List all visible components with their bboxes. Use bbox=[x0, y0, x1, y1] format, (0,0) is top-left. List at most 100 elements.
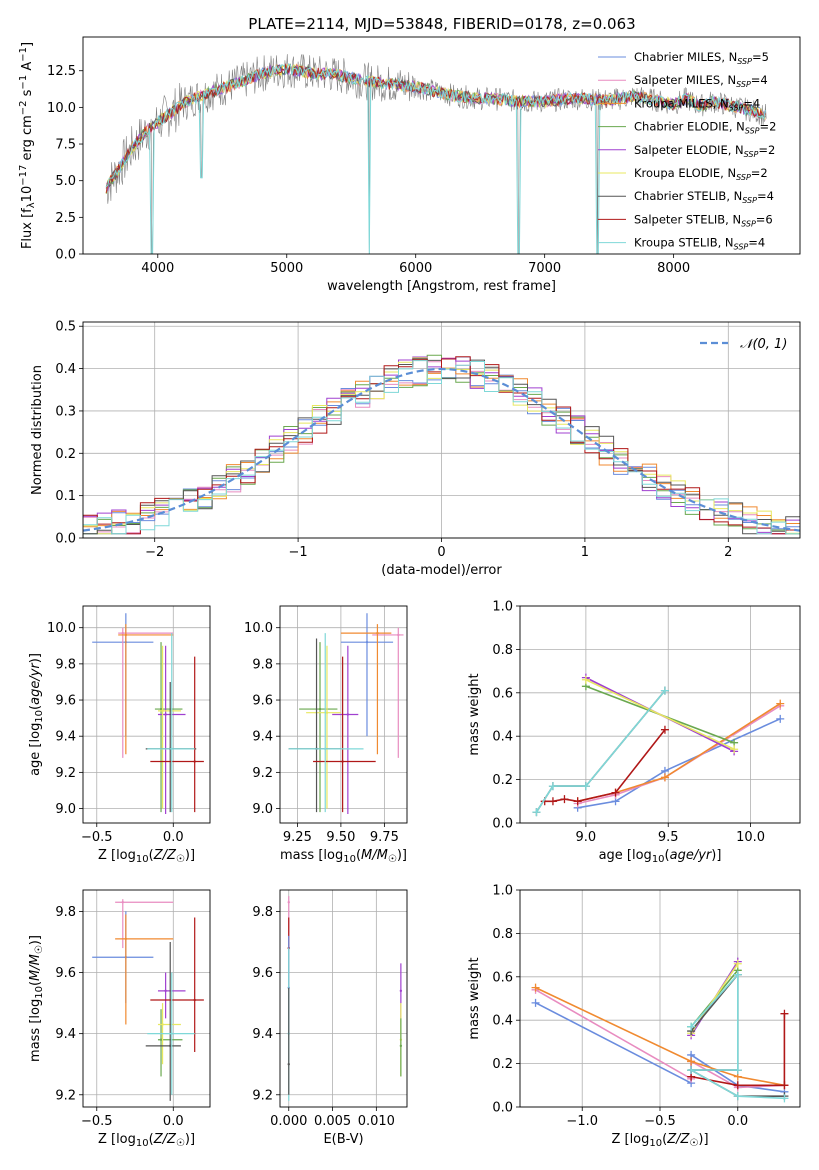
hist-panel: −2 −1 0 1 2 0.0 0.1 0.2 0.3 0.4 0.5 𝒩(0, 1) (data-mo… bbox=[30, 320, 801, 578]
spectrum-legend-label-8: Kroupa STELIB, NSSP=4 bbox=[634, 236, 765, 252]
age-mass-xlabel-part-4: ☉ bbox=[388, 854, 397, 865]
spectrum-legend-label-sub-0: SSP bbox=[737, 57, 752, 66]
mw-z-xlabel-part-4: ☉ bbox=[689, 1138, 698, 1149]
mw-z-xlabel-part-5: )] bbox=[698, 1132, 708, 1147]
mw-age-xtick-label-2: 10.0 bbox=[736, 830, 765, 845]
age-z-xtick-label-1: 0.0 bbox=[163, 830, 184, 845]
mw-z-line-7 bbox=[690, 1013, 786, 1087]
mass-z-ylabel-part-5: )] bbox=[28, 935, 43, 945]
age-z-ytick-label-0: 9.0 bbox=[55, 802, 76, 817]
age-z-ytick-label-3: 9.6 bbox=[55, 694, 76, 709]
mass-ebv-ytick-label-1: 9.4 bbox=[252, 1027, 273, 1042]
mass-ebv-xtick-label-0: 0.000 bbox=[270, 1114, 307, 1129]
spectrum-legend-label-tail-0: =5 bbox=[752, 50, 769, 64]
spectrum-legend-label-main-5: Kroupa ELODIE, N bbox=[634, 166, 736, 180]
mw-z-marker-2-0 bbox=[531, 983, 540, 992]
mass-z-xtick-label-1: 0.0 bbox=[163, 1114, 184, 1129]
spectrum-legend-label-tail-4: =2 bbox=[758, 143, 775, 157]
mass-z-plot-area bbox=[92, 899, 204, 1101]
spectrum-ylabel-part-2: 10 bbox=[20, 186, 35, 203]
mw-age-marker-7-1 bbox=[548, 797, 557, 806]
mass-z-point-3 bbox=[159, 1038, 163, 1041]
age-mass-plot-area bbox=[288, 613, 404, 814]
mass-z-point-6 bbox=[169, 1044, 172, 1048]
mass-z-xlabel-part-0: Z [log bbox=[98, 1132, 136, 1147]
age-z-xtick-label-0: −0.5 bbox=[81, 830, 113, 845]
hist-xtick-label-0: −2 bbox=[145, 545, 164, 560]
hist-ytick-label-5: 0.5 bbox=[55, 320, 76, 335]
spectrum-ytick-label-2: 5.0 bbox=[55, 174, 76, 189]
mass-ebv-frame-group: 0.000 0.005 0.010 9.2 9.4 9.6 9.8 E(B-V) bbox=[252, 889, 408, 1147]
mw-z-ytick-label-4: 0.8 bbox=[492, 927, 513, 942]
mw-age-line-2 bbox=[577, 702, 781, 803]
age-z-ylabel-part-3: age/yr bbox=[28, 662, 43, 705]
spectrum-model-8 bbox=[105, 63, 766, 254]
spectrum-legend-label-tail-8: =4 bbox=[748, 236, 765, 250]
mass-z-xtick-label-0: −0.5 bbox=[81, 1114, 113, 1129]
mass-ebv-point-0 bbox=[287, 901, 290, 904]
mw-z-xlabel: Z [log10(Z/Z☉)] bbox=[611, 1132, 708, 1149]
spectrum-legend-label-main-7: Salpeter STELIB, N bbox=[634, 212, 741, 226]
spectrum-legend-label-4: Salpeter ELODIE, NSSP=2 bbox=[634, 143, 775, 159]
mw-z-xtick-label-0: −1.0 bbox=[566, 1114, 598, 1129]
mw-z-xtick-label-2: 0.0 bbox=[727, 1114, 748, 1129]
age-mass-point-0 bbox=[365, 640, 369, 644]
spectrum-ytick-label-5: 12.5 bbox=[47, 64, 76, 79]
spectrum-legend-label-sub-5: SSP bbox=[736, 173, 751, 182]
mw-age-marker-5-0 bbox=[581, 675, 590, 684]
age-mass-point-8 bbox=[324, 747, 327, 751]
mass-ebv-point-5 bbox=[399, 989, 403, 993]
age-mass-xtick-label-0: 9.25 bbox=[283, 830, 312, 845]
spectrum-legend-label-tail-6: =4 bbox=[757, 189, 774, 203]
age-mass-point-3 bbox=[318, 707, 322, 711]
mass-z-frame-group: −0.5 0.09.29.49.69.8Z [log10(Z/Z☉)]mass [… bbox=[28, 889, 211, 1149]
age-mass-ytick-label-1: 9.2 bbox=[252, 766, 273, 781]
age-z-ylabel-part-1: 10 bbox=[34, 710, 45, 723]
spectrum-ylabel-part-9: −1 bbox=[18, 47, 29, 62]
age-z-point-8 bbox=[170, 747, 173, 751]
spectrum-ylabel-part-1: λ bbox=[26, 202, 37, 208]
hist-ytick-label-1: 0.1 bbox=[55, 489, 76, 504]
mw-age-marker-2-3 bbox=[776, 699, 785, 708]
spectrum-legend-label-tail-3: =2 bbox=[760, 120, 777, 134]
mw-z-frame-group: −1.0 −0.5 0.0 0.0 0.2 0.4 0.6 0.8 1.0 Z [log10(Z/… bbox=[467, 884, 801, 1149]
mw-age-ytick-label-5: 1.0 bbox=[492, 600, 513, 615]
mw-z-marker-0-0 bbox=[531, 998, 540, 1007]
mw-z-panel: −1.0 −0.5 0.0 0.0 0.2 0.4 0.6 0.8 1.0 Z [log10(Z/… bbox=[467, 884, 801, 1149]
age-mass-ytick-label-2: 9.4 bbox=[252, 730, 273, 745]
age-z-ytick-label-1: 9.2 bbox=[55, 766, 76, 781]
age-z-plot-area bbox=[92, 613, 204, 814]
mw-age-frame bbox=[519, 605, 801, 824]
mw-z-ytick-label-0: 0.0 bbox=[492, 1101, 513, 1116]
mw-z-marker-8-1 bbox=[733, 970, 742, 979]
spectrum-ytick-label-0: 0.0 bbox=[55, 248, 76, 263]
spectrum-ytick-label-3: 7.5 bbox=[55, 138, 76, 153]
mass-z-point-8 bbox=[170, 1032, 173, 1035]
age-z-ytick-label-2: 9.4 bbox=[55, 730, 76, 745]
age-mass-ytick-label-3: 9.6 bbox=[252, 694, 273, 709]
mw-age-marker-7-4 bbox=[611, 788, 620, 797]
mw-age-marker-2-2 bbox=[660, 773, 669, 782]
mw-age-xlabel: age [log10(age/yr)] bbox=[599, 848, 722, 865]
mw-age-marker-5-1 bbox=[730, 745, 739, 754]
hist-normal-curve bbox=[83, 367, 800, 532]
spectrum-legend-label-sub-7: SSP bbox=[741, 219, 756, 228]
hist-plot-area bbox=[83, 354, 800, 538]
mass-z-ylabel-part-0: mass [log bbox=[28, 999, 43, 1062]
hist-xtick-label-4: 2 bbox=[724, 545, 732, 560]
mw-age-ylabel-part-0: mass weight bbox=[467, 673, 482, 755]
spectrum-xtick-label-1: 5000 bbox=[270, 261, 303, 276]
age-z-xlabel: Z [log10(Z/Z☉)] bbox=[98, 848, 195, 865]
hist-ylabel: Normed distribution bbox=[30, 365, 45, 495]
mw-z-ylabel: mass weight bbox=[467, 957, 482, 1039]
mw-age-ytick-label-4: 0.8 bbox=[492, 643, 513, 658]
mass-ebv-frame bbox=[279, 889, 408, 1108]
mw-age-ytick-label-1: 0.2 bbox=[492, 773, 513, 788]
mw-age-xlabel-part-4: )] bbox=[711, 848, 721, 863]
age-mass-xlabel-part-5: )] bbox=[397, 848, 407, 863]
mw-age-line-8 bbox=[535, 690, 666, 813]
mw-z-xlabel-part-0: Z [log bbox=[611, 1132, 649, 1147]
spectrum-legend-label-2: Kroupa MILES, NSSP=4 bbox=[634, 96, 760, 112]
mw-z-ytick-label-2: 0.4 bbox=[492, 1014, 513, 1029]
age-mass-xtick-label-1: 9.50 bbox=[326, 830, 355, 845]
